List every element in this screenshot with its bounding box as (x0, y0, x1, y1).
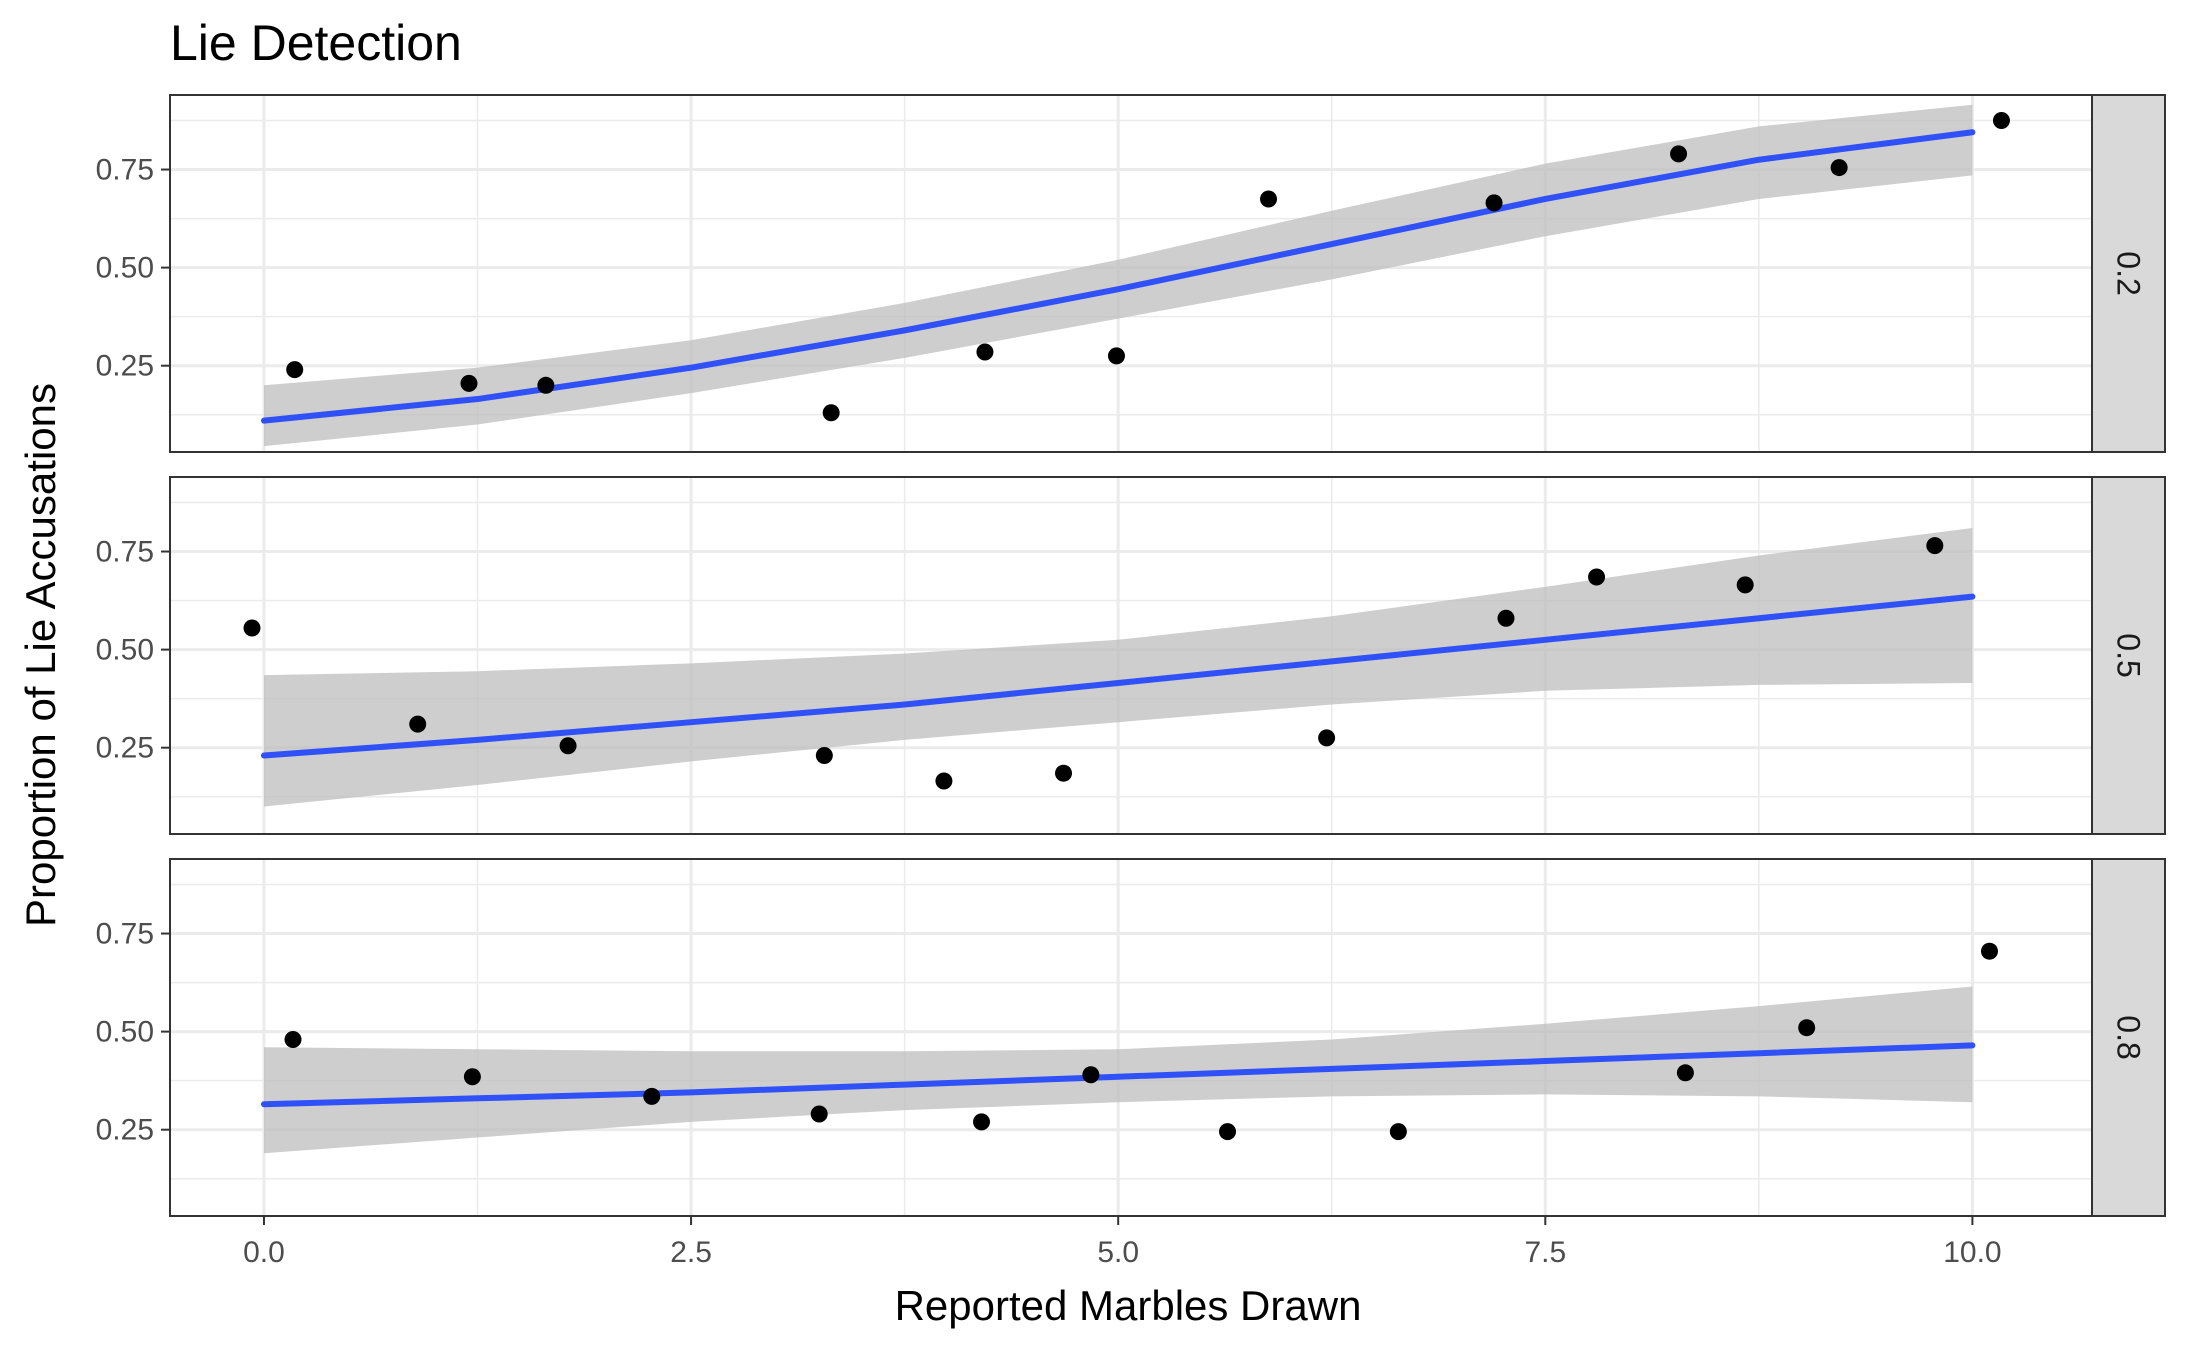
data-point (1389, 1123, 1407, 1141)
data-point (463, 1068, 481, 1086)
data-point (1670, 145, 1688, 163)
data-point (1260, 190, 1278, 208)
y-tick-label: 0.50 (96, 1016, 154, 1049)
data-point (815, 747, 833, 765)
data-point (1798, 1019, 1816, 1037)
x-tick-label: 0.0 (243, 1236, 285, 1269)
facet-strip-label: 0.2 (2111, 251, 2147, 295)
data-point (935, 772, 953, 790)
data-point (1082, 1066, 1100, 1084)
data-point (1926, 537, 1944, 555)
data-point (822, 404, 840, 422)
data-point (1736, 576, 1754, 594)
y-tick-label: 0.25 (96, 1114, 154, 1147)
confidence-band (263, 986, 1973, 1154)
fit-line (260, 593, 1976, 759)
data-point (1830, 159, 1848, 177)
data-point (1992, 112, 2010, 129)
x-tick-label: 5.0 (1097, 1236, 1139, 1269)
x-tick-label: 7.5 (1524, 1236, 1566, 1269)
data-point (1219, 1123, 1237, 1141)
x-axis-title: Reported Marbles Drawn (895, 1282, 1362, 1329)
y-tick-label: 0.75 (96, 536, 154, 569)
confidence-band (263, 104, 1973, 447)
y-tick-label: 0.25 (96, 350, 154, 383)
data-point (559, 737, 577, 755)
data-point (243, 619, 261, 637)
facet-strip-label: 0.5 (2111, 633, 2147, 677)
x-tick-label: 10.0 (1943, 1236, 2001, 1269)
data-point (1485, 194, 1503, 212)
data-point (643, 1087, 661, 1105)
confidence-band (263, 528, 1973, 807)
facet-strip (2091, 858, 2166, 1217)
x-axis: 0.0 2.5 5.0 7.5 10.0 (243, 1216, 2002, 1269)
y-tick-label: 0.50 (96, 634, 154, 667)
facet-panel-0.2: 0.25 0.50 0.75 0.2 (96, 94, 2166, 453)
data-point (537, 376, 555, 394)
y-tick-label: 0.75 (96, 154, 154, 187)
data-point (810, 1105, 828, 1123)
x-tick-label: 2.5 (670, 1236, 712, 1269)
y-axis-title: Proportion of Lie Accusations (17, 383, 64, 927)
data-point (1676, 1064, 1694, 1082)
data-point (1318, 729, 1336, 747)
data-point (409, 715, 427, 733)
y-tick-label: 0.75 (96, 918, 154, 951)
y-tick-label: 0.25 (96, 732, 154, 765)
fit-line (260, 1042, 1976, 1108)
data-point (976, 343, 994, 361)
facet-strip-label: 0.8 (2111, 1015, 2147, 1059)
data-point (1055, 764, 1073, 782)
data-point (286, 361, 304, 379)
data-point (973, 1113, 991, 1131)
data-point (1107, 347, 1125, 365)
data-point (1980, 942, 1998, 960)
data-point (460, 374, 478, 392)
facet-panel-0.8: 0.25 0.50 0.75 0.8 (96, 858, 2166, 1217)
y-tick-label: 0.50 (96, 252, 154, 285)
data-point (1588, 568, 1606, 586)
facet-strip (2091, 476, 2166, 835)
data-point (1497, 609, 1515, 627)
facet-panels: 0.250.500.750.20.250.500.750.50.250.500.… (96, 94, 2166, 1217)
facet-strip (2091, 94, 2166, 453)
chart-title: Lie Detection (170, 15, 462, 71)
data-point (284, 1030, 302, 1048)
facet-panel-0.5: 0.25 0.50 0.75 0.5 (96, 476, 2166, 835)
